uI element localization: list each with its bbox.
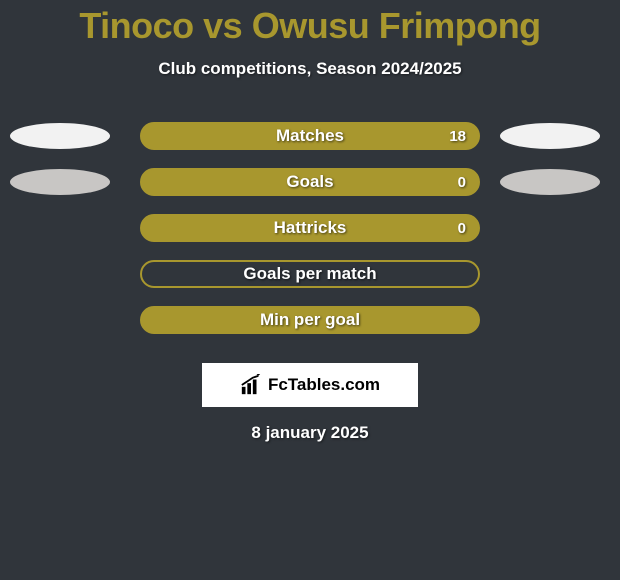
stat-row-goals-per-match: Goals per match bbox=[0, 259, 620, 289]
date-label: 8 january 2025 bbox=[251, 423, 368, 443]
stat-value: 0 bbox=[458, 220, 466, 237]
left-ellipse bbox=[10, 169, 110, 195]
comparison-infographic: Tinoco vs Owusu Frimpong Club competitio… bbox=[0, 0, 620, 443]
stat-value: 0 bbox=[458, 174, 466, 191]
stat-bar: Matches 18 bbox=[140, 122, 480, 150]
stat-label: Goals bbox=[286, 172, 333, 192]
stat-bar: Min per goal bbox=[140, 306, 480, 334]
stat-label: Goals per match bbox=[243, 264, 376, 284]
stat-row-min-per-goal: Min per goal bbox=[0, 305, 620, 335]
stat-value: 18 bbox=[449, 128, 466, 145]
stat-bar: Goals per match bbox=[140, 260, 480, 288]
page-title: Tinoco vs Owusu Frimpong bbox=[79, 5, 540, 47]
watermark-label: FcTables.com bbox=[268, 375, 380, 395]
stat-row-goals: Goals 0 bbox=[0, 167, 620, 197]
chart-icon bbox=[240, 374, 262, 396]
stat-label: Matches bbox=[276, 126, 344, 146]
stat-label: Min per goal bbox=[260, 310, 360, 330]
stat-label: Hattricks bbox=[274, 218, 347, 238]
right-ellipse bbox=[500, 123, 600, 149]
stat-bar: Hattricks 0 bbox=[140, 214, 480, 242]
stat-row-matches: Matches 18 bbox=[0, 121, 620, 151]
left-ellipse bbox=[10, 123, 110, 149]
watermark-banner: FcTables.com bbox=[202, 363, 418, 407]
stat-bar: Goals 0 bbox=[140, 168, 480, 196]
subtitle: Club competitions, Season 2024/2025 bbox=[158, 59, 461, 79]
stat-row-hattricks: Hattricks 0 bbox=[0, 213, 620, 243]
right-ellipse bbox=[500, 169, 600, 195]
